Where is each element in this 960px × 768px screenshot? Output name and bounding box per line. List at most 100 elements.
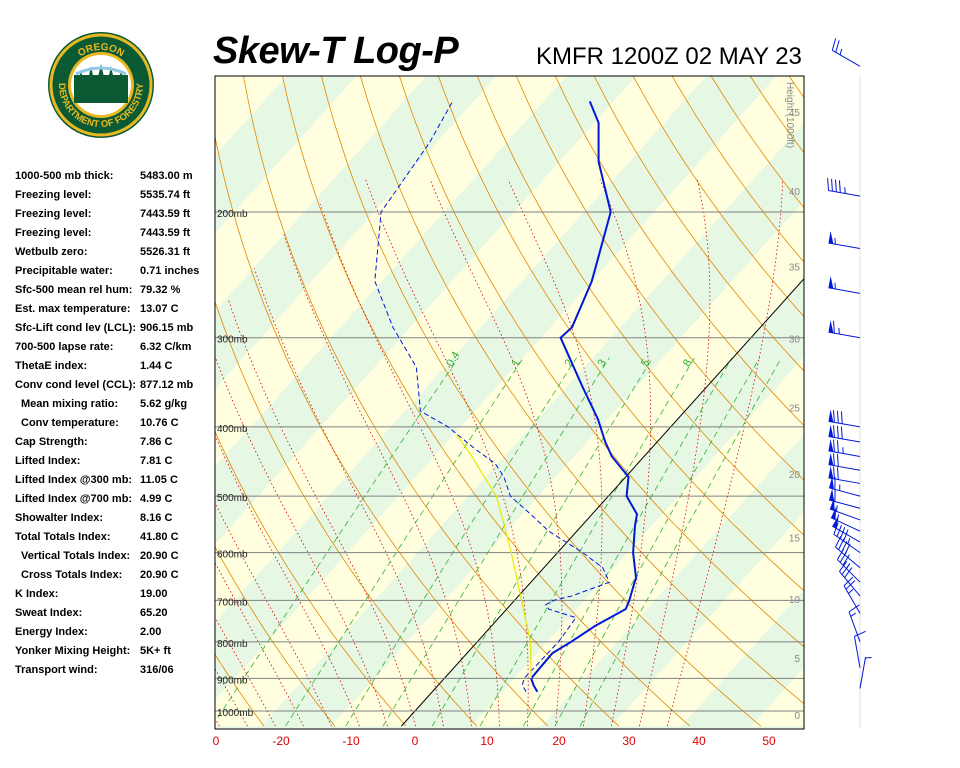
wind-barb-half-flag: [850, 612, 857, 617]
height-tick-label: 10: [789, 595, 801, 606]
wind-barb-flag: [836, 548, 845, 560]
height-tick-label: 20: [789, 470, 801, 481]
moist-adiabat: [283, 234, 472, 727]
wind-barb-pennant: [829, 497, 835, 511]
wind-barb-flag: [831, 178, 833, 192]
wind-barb: [828, 231, 861, 250]
mixing-ratio-label: 5: [639, 357, 652, 368]
stat-value: 11.05 C: [140, 474, 178, 486]
wind-barb: [828, 439, 861, 457]
wind-barb-flag: [833, 453, 835, 466]
stat-label: Vertical Totals Index:: [21, 550, 131, 562]
wind-barb: [836, 548, 861, 583]
dry-adiabat: [282, 76, 691, 727]
height-tick-label: 15: [789, 534, 801, 545]
x-tick-label: 20: [552, 734, 566, 748]
stat-value: 5535.74 ft: [140, 189, 191, 201]
wind-barb: [828, 452, 861, 471]
stat-value: 7.86 C: [140, 436, 173, 448]
wind-barb-staff: [828, 242, 861, 250]
height-tick-label: 5: [794, 654, 800, 665]
mixing-ratio-line: [479, 357, 695, 727]
wind-barb-staff: [839, 571, 861, 597]
wind-barb-flag: [833, 320, 835, 334]
pressure-label: 400mb: [217, 424, 248, 435]
dry-adiabat: [848, 0, 960, 726]
mixing-ratio-label: 3: [596, 357, 609, 368]
stat-value: 4.99 C: [140, 493, 173, 505]
wind-barb-staff: [830, 517, 861, 532]
wind-barb: [848, 604, 861, 642]
moist-adiabat: [215, 717, 220, 727]
wind-barb: [828, 476, 861, 497]
moist-adiabat: [215, 355, 388, 727]
wind-barb-flag: [839, 527, 846, 540]
mixing-ratio-line: [215, 357, 459, 723]
stat-label: Wetbulb zero:: [15, 246, 88, 258]
stat-value: 5526.31 ft: [140, 246, 191, 258]
mixing-ratio-line: [345, 357, 577, 727]
dry-adiabat: [215, 653, 265, 727]
stat-label: Energy Index:: [15, 626, 88, 638]
x-tick-label: 40: [692, 734, 706, 748]
moist-adiabat: [365, 179, 529, 727]
wind-barb: [828, 488, 861, 509]
isotherm-band: [0, 0, 218, 726]
wind-barb-flag: [835, 535, 842, 548]
stat-label: Lifted Index:: [15, 455, 81, 467]
wind-barb: [843, 576, 861, 614]
wind-barb-pennant: [828, 275, 834, 289]
wind-barb: [828, 424, 861, 443]
wind-barb-staff: [832, 49, 861, 67]
wind-barb-staff: [828, 190, 861, 197]
wind-barb-flag: [854, 630, 866, 637]
isotherm-band: [331, 201, 804, 727]
wind-barb-flag: [833, 410, 835, 423]
stat-value: 0.71 inches: [140, 265, 200, 277]
height-tick-label: 45: [789, 108, 801, 119]
wind-barb-pennant: [828, 466, 834, 479]
moist-adiabat: [227, 299, 416, 727]
stat-label: K Index:: [15, 588, 59, 600]
mixing-ratio-line: [285, 357, 524, 727]
parcel-trace: [456, 434, 532, 679]
height-tick-label: 35: [789, 263, 801, 274]
stat-label: Showalter Index:: [15, 512, 104, 524]
dry-adiabat: [243, 76, 620, 727]
mixing-ratio-label: 2: [563, 357, 576, 368]
stat-value: 316/06: [140, 664, 174, 676]
wind-barb-staff: [828, 420, 861, 428]
wind-barb-flag: [841, 564, 850, 575]
pressure-label: 800mb: [217, 639, 248, 650]
height-tick-label: 0: [794, 711, 800, 722]
isotherm-band: [215, 76, 427, 311]
height-tick-label: 30: [789, 335, 801, 346]
x-tick-label: 0: [213, 734, 220, 748]
dry-adiabat: [215, 134, 549, 727]
wind-barb-flag: [843, 576, 854, 587]
wind-barb-pennant: [829, 488, 834, 502]
stat-value: 7443.59 ft: [140, 227, 191, 239]
wind-barb: [859, 656, 872, 689]
wind-barb-staff: [853, 636, 861, 668]
mixing-ratio-line: [431, 357, 654, 727]
height-axis-label: Height (1000ft): [784, 82, 795, 148]
mixing-ratio-label: 1: [509, 357, 522, 368]
wind-barb-flag: [840, 411, 843, 424]
stat-label: Conv cond level (CCL):: [15, 379, 137, 391]
plot-area: 0.4 1 2 3 5 8200mb300mb400mb500mb600mb700mb80…: [0, 0, 960, 727]
x-tick-label: -10: [342, 734, 360, 748]
moist-adiabat: [599, 179, 652, 727]
wind-barb-flag: [833, 425, 835, 438]
dry-adiabat: [515, 76, 804, 481]
isotherm-band: [215, 76, 707, 623]
page-title: Skew-T Log-P: [213, 30, 459, 72]
stat-label: 700-500 lapse rate:: [15, 341, 114, 353]
zero-isotherm: [401, 278, 804, 727]
stat-value: 7.81 C: [140, 455, 173, 467]
wind-barb: [831, 38, 861, 67]
wind-barb-pennant: [828, 320, 834, 334]
stat-value: 19.00: [140, 588, 168, 600]
wind-barb-half-flag: [839, 48, 843, 55]
